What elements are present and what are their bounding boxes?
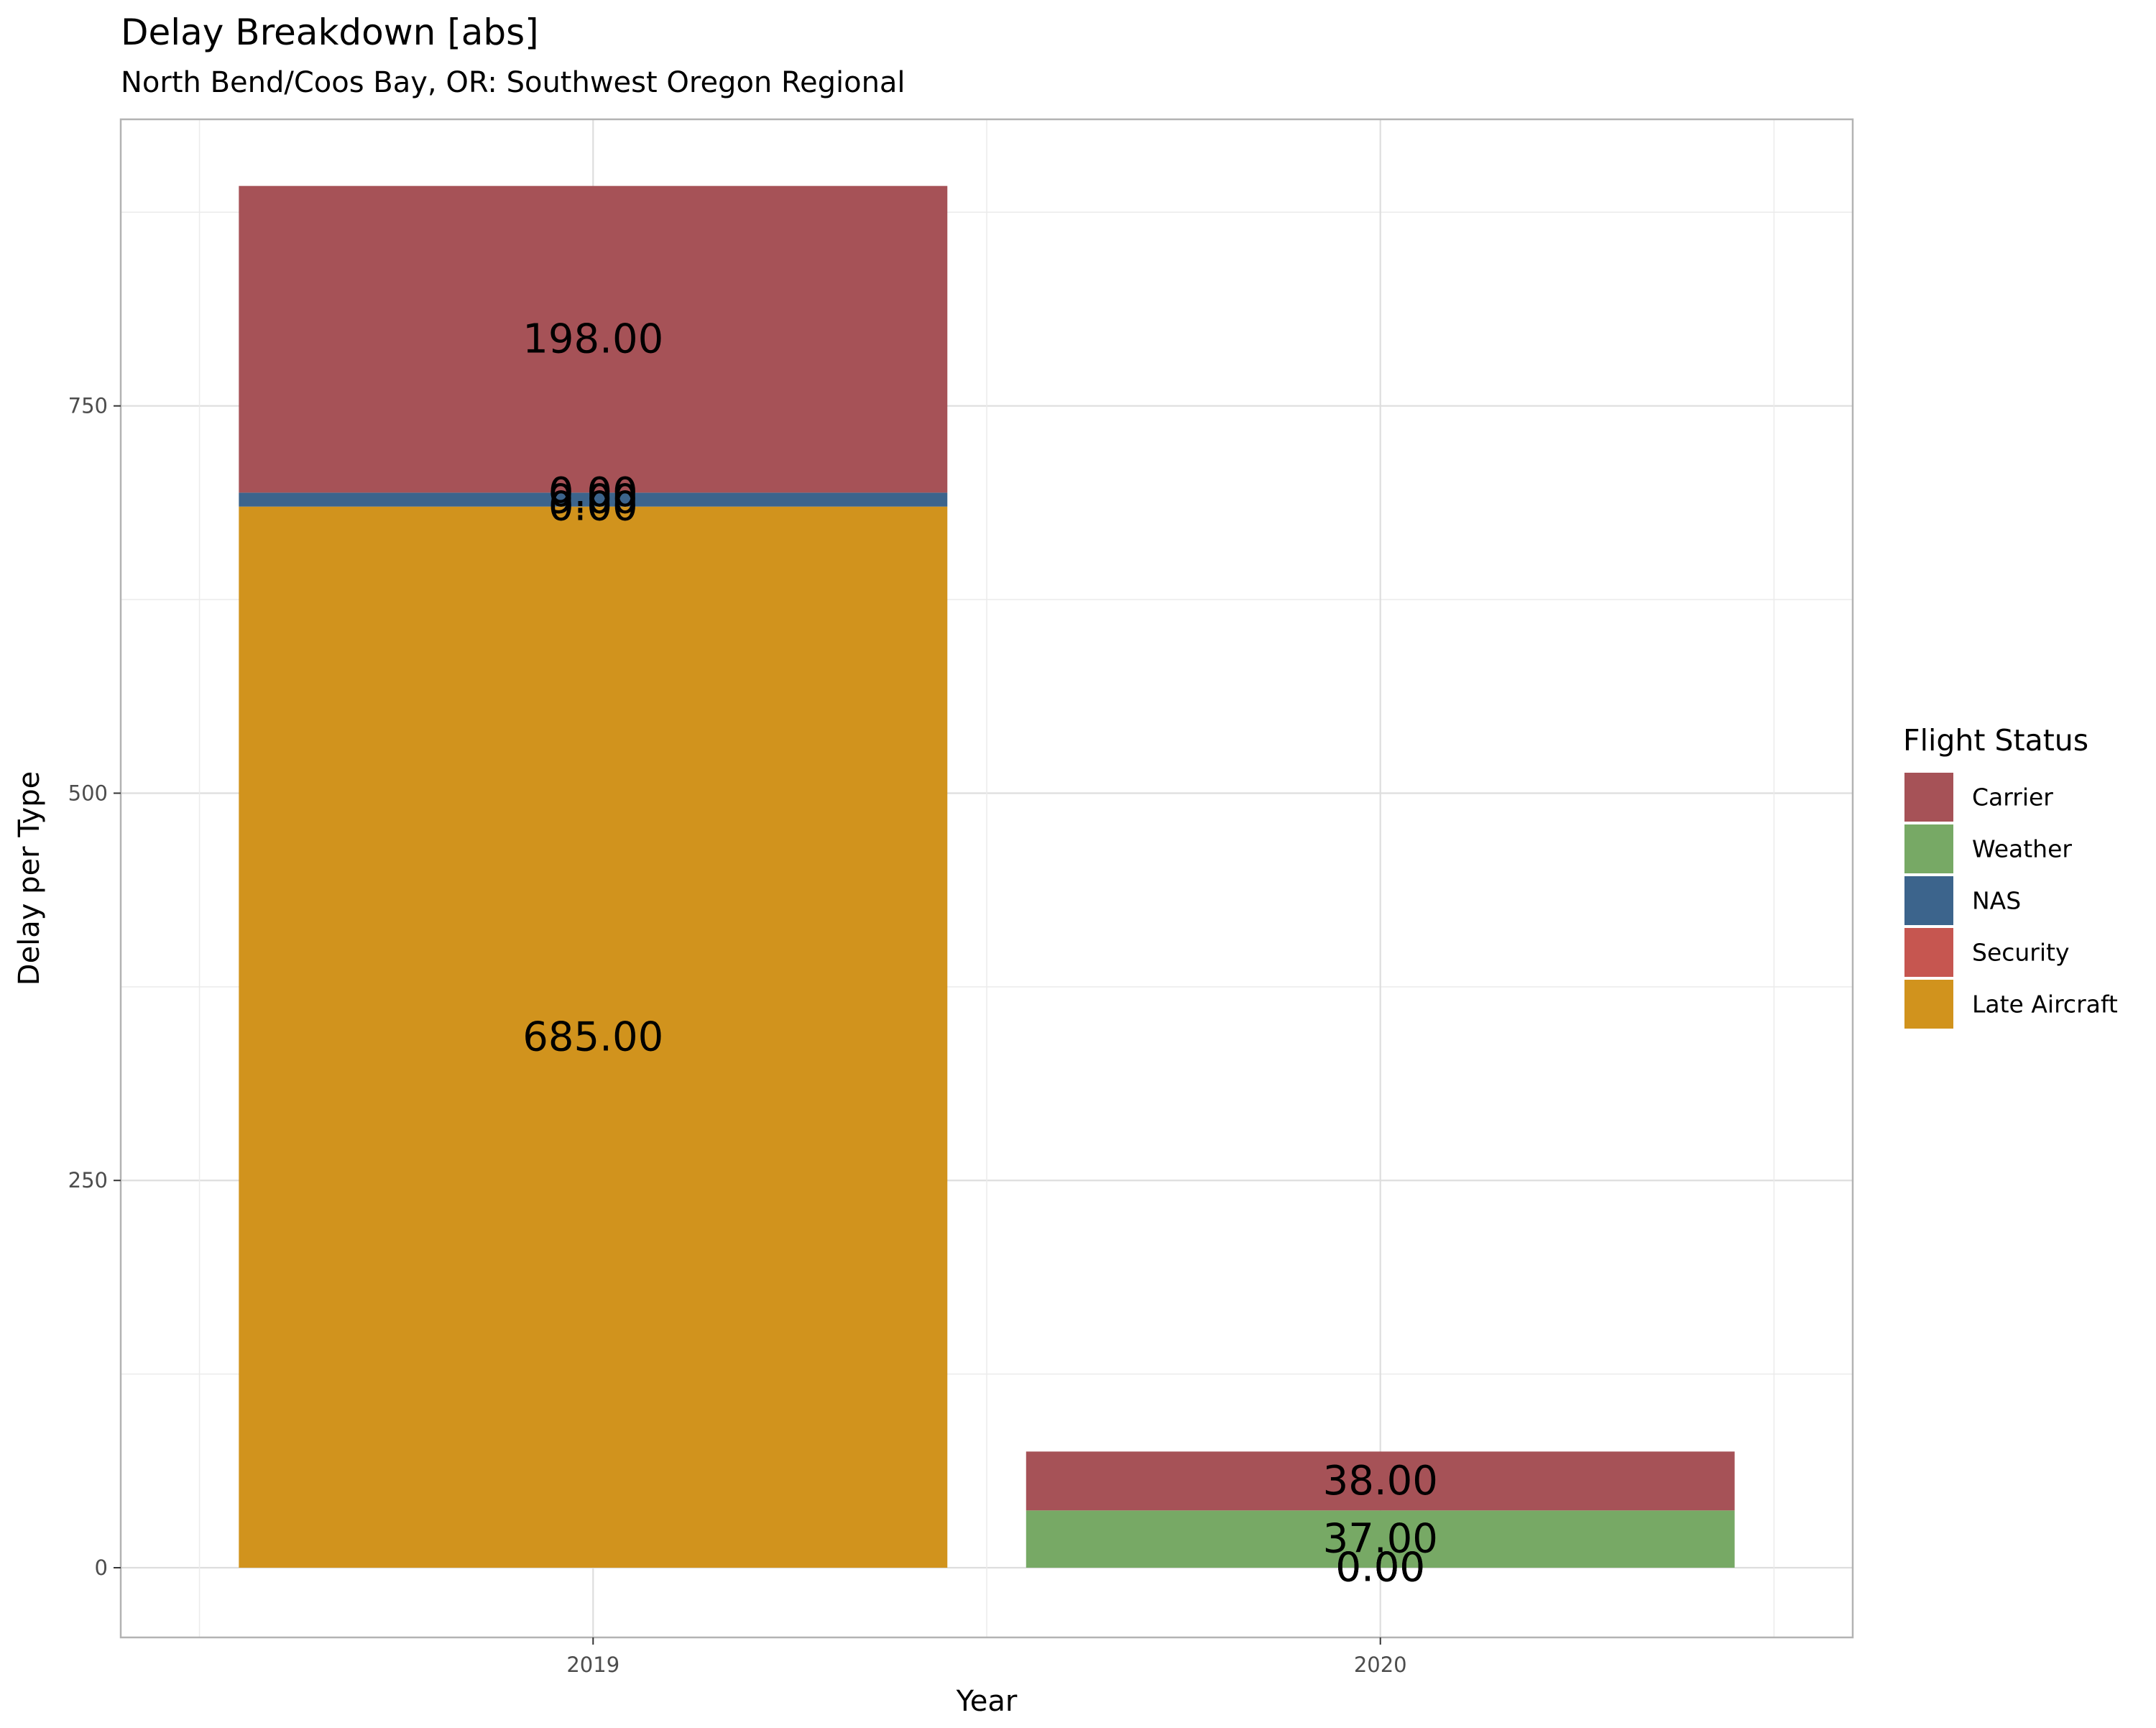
y-tick-label: 500 <box>68 781 108 805</box>
data-label: 685.00 <box>522 1014 663 1060</box>
legend-key-security <box>1904 928 1953 977</box>
axes: 0 250 500 750 2019 2020 <box>68 394 1407 1677</box>
data-label: 0.00 <box>548 483 638 530</box>
y-tick-label: 0 <box>95 1555 108 1580</box>
y-tick-label: 750 <box>68 394 108 418</box>
data-label: 0.00 <box>548 469 638 516</box>
bars <box>239 185 1735 1568</box>
bar-carrier-2019 <box>239 185 948 493</box>
bar-weather-2020 <box>1026 1510 1735 1568</box>
chart-subtitle: North Bend/Coos Bay, OR: Southwest Orego… <box>121 66 906 99</box>
y-axis-title: Delay per Type <box>13 771 46 985</box>
bar-nas-2019 <box>239 492 948 507</box>
chart-title: Delay Breakdown [abs] <box>121 12 539 53</box>
data-label: 0.00 <box>1335 1545 1425 1591</box>
plot-border <box>119 118 1854 1639</box>
x-axis-title: Year <box>956 1685 1018 1718</box>
x-tick-label: 2019 <box>566 1653 619 1677</box>
legend-key-nas <box>1904 876 1953 925</box>
legend-key-weather <box>1904 824 1953 873</box>
data-labels: 685.000.009.000.00198.000.000.000.0037.0… <box>522 316 1438 1591</box>
legend-label: Carrier <box>1972 783 2053 812</box>
bar-carrier-2020 <box>1026 1451 1735 1511</box>
legend-title: Flight Status <box>1903 723 2088 758</box>
data-label: 198.00 <box>522 316 663 363</box>
data-label: 0.00 <box>1335 1545 1425 1591</box>
legend-key-late-aircraft <box>1904 980 1953 1029</box>
legend: Flight Status Carrier Weather NAS Security L… <box>1903 723 2118 1029</box>
legend-label: Security <box>1972 939 2070 967</box>
legend-label: Weather <box>1972 835 2072 863</box>
legend-key-carrier <box>1904 773 1953 822</box>
y-tick-label: 250 <box>68 1168 108 1192</box>
data-label: 0.00 <box>1335 1545 1425 1591</box>
data-label: 37.00 <box>1323 1516 1438 1563</box>
legend-label: NAS <box>1972 887 2021 915</box>
data-label: 9.00 <box>548 477 638 523</box>
x-tick-label: 2020 <box>1354 1653 1407 1677</box>
data-label: 38.00 <box>1323 1458 1438 1504</box>
bar-late-aircraft-2019 <box>239 506 948 1568</box>
legend-label: Late Aircraft <box>1972 991 2118 1019</box>
